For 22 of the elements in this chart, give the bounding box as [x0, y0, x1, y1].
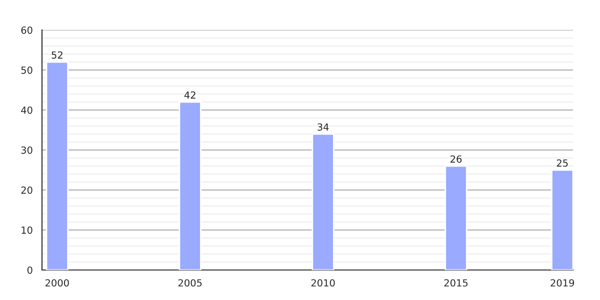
y-tick-label: 0	[27, 266, 32, 274]
data-label: 52	[52, 51, 62, 59]
y-tick-label: 40	[21, 106, 32, 114]
bar	[444, 165, 468, 270]
data-label: 25	[556, 159, 568, 167]
bar	[312, 133, 334, 270]
bar	[178, 101, 202, 270]
y-tick-label: 10	[22, 226, 32, 234]
x-tick-label: 2010	[311, 279, 335, 287]
x-tick-label: 2000	[45, 279, 69, 287]
y-tick-label: 50	[21, 66, 32, 74]
data-label: 42	[184, 91, 196, 99]
y-tick-label: 20	[21, 186, 32, 194]
data-label: 34	[318, 123, 329, 131]
x-tick-label: 2015	[444, 279, 468, 287]
y-tick-label: 30	[21, 146, 32, 154]
x-tick-label: 2005	[178, 279, 202, 287]
y-tick-label: 60	[21, 26, 32, 34]
bar	[46, 61, 68, 270]
data-label: 26	[450, 155, 462, 163]
bar	[551, 169, 573, 270]
x-tick-label: 2019	[550, 279, 574, 287]
